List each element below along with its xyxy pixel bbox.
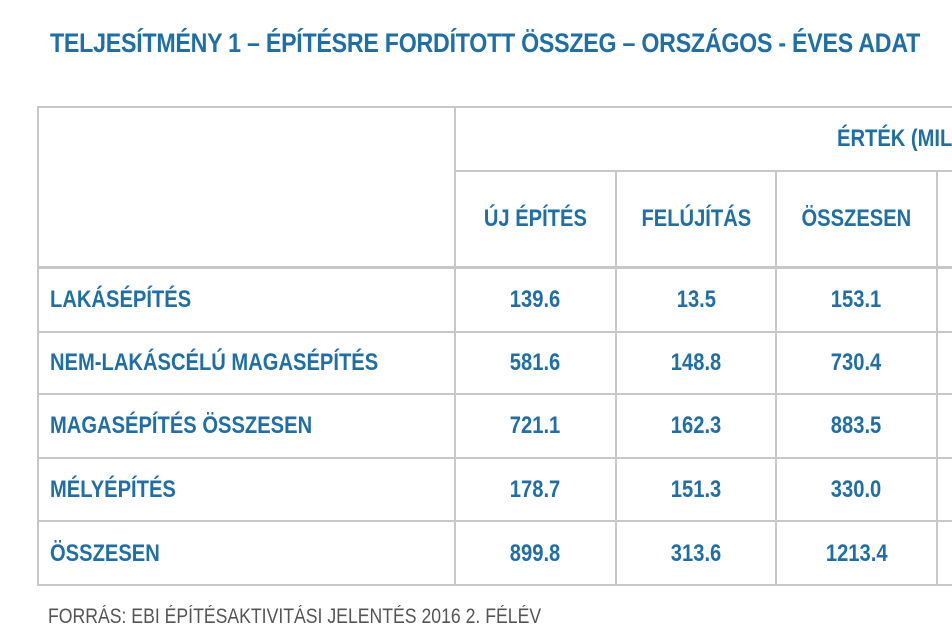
table-divider	[37, 457, 952, 459]
table-divider	[37, 393, 952, 395]
table-cell: 721.1	[510, 412, 561, 439]
table-divider	[775, 170, 777, 586]
table-cell: 178.7	[510, 475, 561, 503]
table-cell: 899.8	[510, 540, 561, 567]
column-header-felujitas: FELÚJÍTÁS	[641, 205, 751, 232]
table-cell: 151.3	[670, 475, 722, 503]
table-border	[37, 106, 952, 586]
table-cell: 313.6	[670, 540, 722, 567]
table-divider	[936, 170, 938, 586]
table-cell: 1213.4	[825, 540, 888, 567]
row-label-melyepites: MÉLYÉPÍTÉS	[50, 475, 176, 503]
table-divider	[615, 170, 617, 586]
table-cell: 148.8	[670, 349, 722, 376]
table-cell: 883.5	[831, 412, 882, 439]
source-note: FORRÁS: EBI ÉPÍTÉSAKTIVITÁSI JELENTÉS 20…	[48, 605, 542, 628]
column-header-osszesen: ÖSSZESEN	[801, 205, 912, 232]
row-label-osszesen: ÖSSZESEN	[50, 540, 160, 567]
table-cell: 153.1	[831, 286, 882, 313]
table-divider	[454, 106, 456, 586]
table-cell: 139.6	[510, 286, 561, 313]
table-divider	[455, 170, 952, 172]
table-divider	[37, 331, 952, 333]
column-header-uj-epites: ÚJ ÉPÍTÉS	[483, 205, 588, 232]
row-label-magasepites-osszesen: MAGASÉPÍTÉS ÖSSZESEN	[50, 412, 313, 439]
table-divider	[37, 520, 952, 522]
group-header: ÉRTÉK (MIL	[837, 125, 952, 152]
row-label-lakasepites: LAKÁSÉPÍTÉS	[50, 286, 192, 313]
table-cell: 13.5	[676, 286, 716, 313]
page-title: TELJESÍTMÉNY 1 – ÉPÍTÉSRE FORDÍTOTT ÖSSZ…	[50, 28, 921, 58]
table-divider	[37, 266, 952, 269]
table-cell: 730.4	[831, 349, 882, 376]
row-label-nem-lakascelu: NEM-LAKÁSCÉLÚ MAGASÉPÍTÉS	[50, 349, 379, 376]
table-cell: 162.3	[670, 412, 722, 439]
table-cell: 330.0	[831, 475, 882, 503]
table-cell: 581.6	[510, 349, 561, 376]
